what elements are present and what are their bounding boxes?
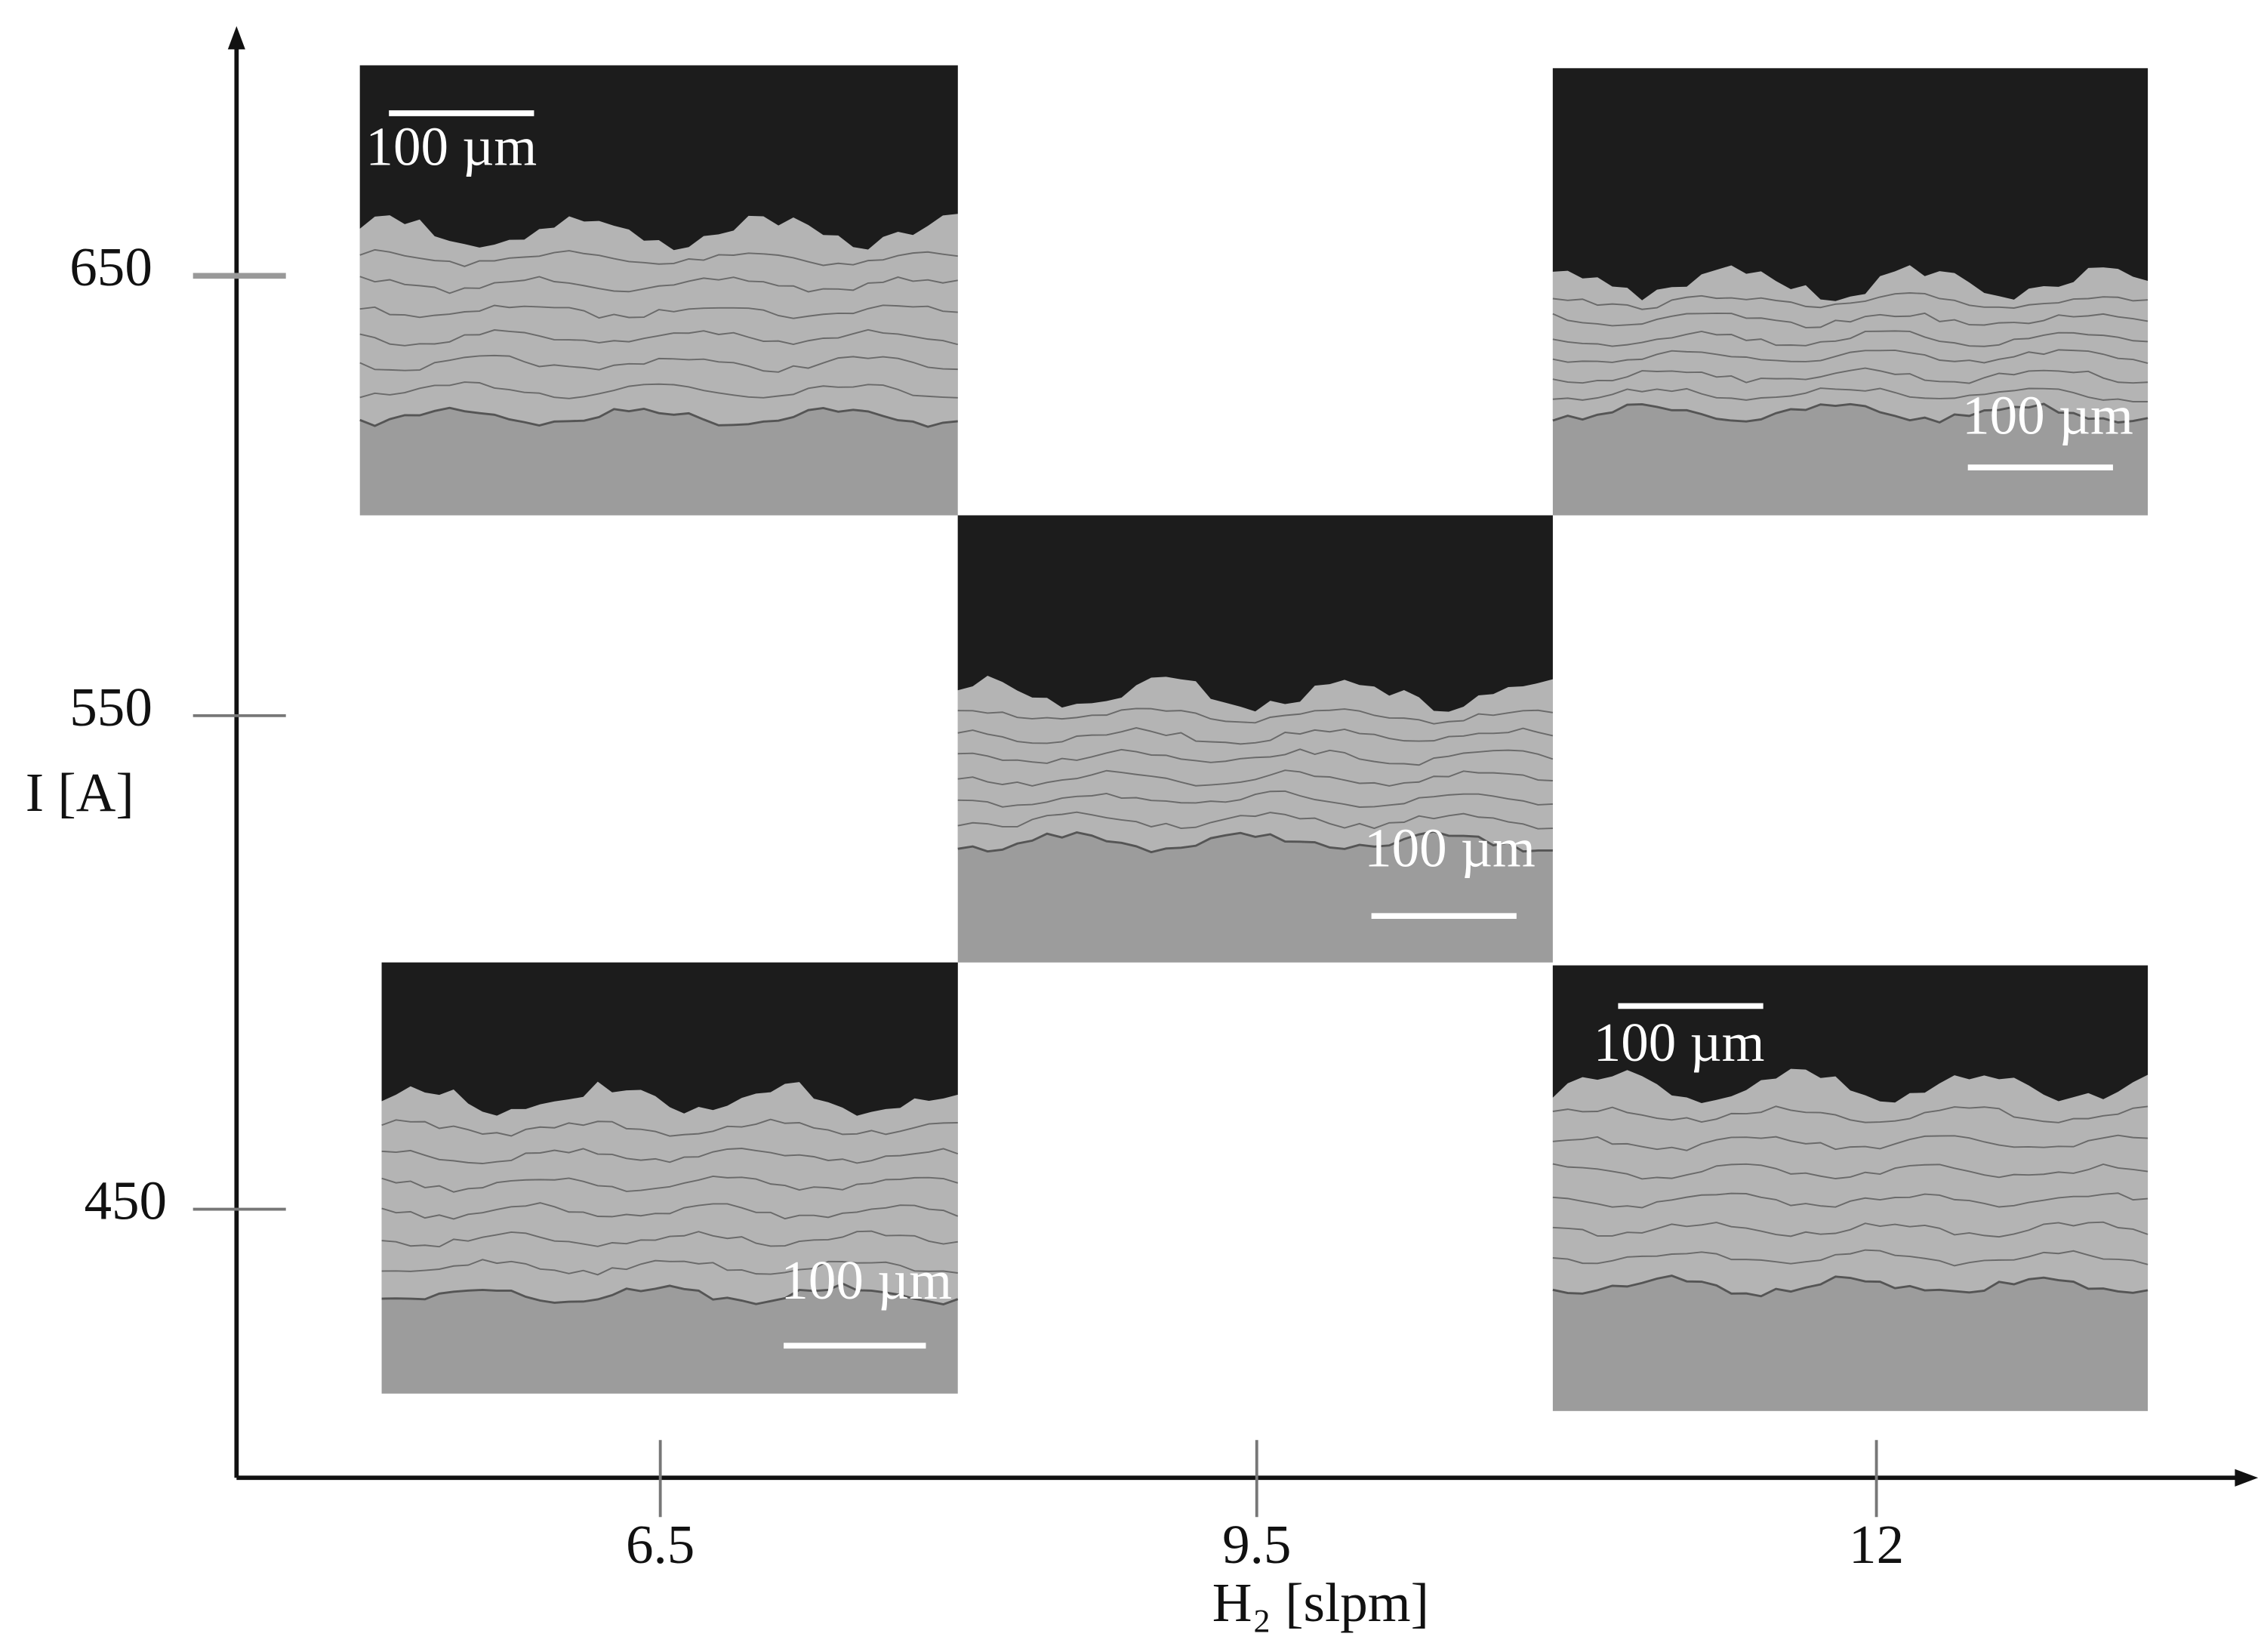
splat-boundary	[957, 790, 1553, 808]
coating-interface	[381, 1282, 959, 1306]
micrograph-resin	[957, 515, 1553, 712]
scale-label: 100 µm	[781, 1250, 952, 1311]
splat-boundary	[1552, 349, 2149, 364]
splat-boundary	[381, 1202, 959, 1220]
y-axis-arrow	[227, 26, 245, 50]
micrograph-resin	[1552, 965, 2149, 1104]
splat-boundary	[381, 1230, 958, 1248]
splat-boundary	[359, 304, 958, 319]
splat-boundary	[957, 707, 1554, 725]
y-axis-label: I [A]	[26, 762, 134, 823]
coating-interface	[957, 830, 1553, 854]
splat-boundary	[1552, 1249, 2149, 1267]
splat-boundary	[359, 381, 958, 399]
splat-boundary	[359, 328, 958, 347]
micrograph-resin	[381, 962, 958, 1116]
splat-boundary	[1552, 1221, 2149, 1238]
scale-label: 100 µm	[365, 116, 537, 177]
splat-boundary	[359, 276, 958, 294]
y-tick-label: 450	[85, 1170, 168, 1231]
micrograph-layer: 100 µm 100 µm 100 µm 100 µm 100 µm	[359, 65, 2149, 1411]
x-tick-label: 6.5	[626, 1514, 695, 1575]
splat-boundary	[957, 811, 1553, 830]
axes	[234, 40, 2247, 1481]
coating-interface	[1552, 402, 2149, 424]
x-tick-label: 12	[1849, 1514, 1904, 1575]
scale-label: 100 µm	[1962, 384, 2133, 445]
splat-boundary	[1552, 367, 2149, 384]
splat-boundary	[359, 248, 958, 267]
coating-interface	[1552, 1274, 2149, 1298]
splat-boundary	[381, 1259, 958, 1276]
splat-boundary	[1552, 1192, 2149, 1209]
y-tick-label: 550	[69, 677, 152, 738]
splat-boundary	[1552, 330, 2149, 347]
x-tick-label: 9.5	[1222, 1514, 1291, 1575]
splat-boundary	[1552, 312, 2149, 328]
splat-boundary	[957, 748, 1554, 766]
x-axis-label: H₂ [slpm]	[1212, 1572, 1429, 1633]
splat-boundary	[1552, 1163, 2149, 1180]
splat-boundary	[1552, 1105, 2149, 1123]
splat-boundary	[1552, 387, 2149, 402]
x-axis-arrow	[2235, 1469, 2259, 1487]
micrograph-resin	[1552, 68, 2149, 301]
splat-boundary	[1552, 292, 2149, 310]
splat-boundary	[381, 1175, 959, 1193]
splat-boundary	[381, 1148, 959, 1164]
splat-boundary	[957, 727, 1554, 745]
scale-label: 100 µm	[1594, 1012, 1765, 1073]
splat-boundary	[957, 769, 1553, 787]
scale-label: 100 µm	[1364, 817, 1536, 878]
coating-interface	[359, 406, 958, 428]
y-tick-label: 650	[69, 236, 152, 297]
splat-boundary	[359, 354, 958, 373]
splat-boundary	[1552, 1134, 2149, 1151]
splat-boundary	[381, 1118, 958, 1137]
